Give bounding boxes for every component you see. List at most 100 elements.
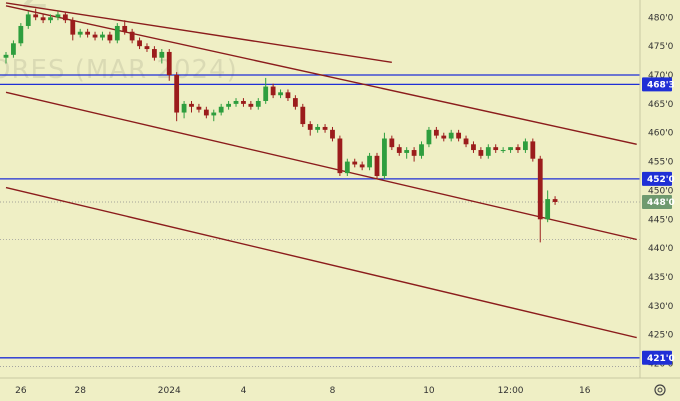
candle-body-61: [456, 132, 462, 139]
trendline-0: [5, 2, 392, 64]
candle-body-13: [100, 34, 105, 38]
price-badge-3: [642, 350, 672, 365]
x-tick-label-4: 8: [330, 386, 336, 396]
y-tick-label-5: 455'0: [648, 158, 674, 168]
candle-body-74: [552, 199, 558, 202]
y-tick-label-0: 480'0: [648, 13, 674, 23]
trendlines: [5, 2, 637, 339]
candle-body-6: [48, 17, 53, 21]
candle-body-27: [203, 109, 209, 116]
trendline-1: [5, 5, 637, 145]
candle-body-45: [337, 138, 343, 174]
candle-body-57: [426, 129, 432, 145]
candle-body-43: [322, 126, 328, 130]
candle-body-33: [248, 103, 254, 107]
candle-body-60: [448, 132, 454, 139]
watermark-line2: ORES (MAR 2024): [0, 55, 238, 85]
x-axis: 26 28 2024 4 8 10 12:00 16: [0, 377, 680, 396]
candle-body-23: [174, 75, 180, 113]
y-tick-label-7: 445'0: [648, 215, 674, 225]
candle-body-47: [352, 161, 358, 165]
candle-body-5: [40, 17, 46, 21]
candle-body-51: [382, 138, 387, 177]
candle-body-24: [181, 103, 187, 113]
candle-body-56: [419, 144, 424, 156]
candle-body-42: [315, 126, 321, 130]
candle-body-2: [18, 25, 24, 44]
candle-body-70: [523, 141, 528, 151]
candle-body-12: [92, 34, 98, 38]
settings-gear-icon[interactable]: [654, 384, 666, 396]
y-tick-label-4: 460'0: [648, 129, 674, 139]
candle-body-64: [478, 150, 484, 156]
trendline-2: [5, 91, 637, 241]
candle-body-65: [485, 147, 491, 156]
x-tick-label-3: 4: [241, 386, 247, 396]
candle-body-3: [25, 14, 31, 26]
candle-body-66: [493, 147, 499, 151]
price-badge-text-2: 452'0: [647, 175, 675, 185]
y-tick-label-2: 470'0: [648, 71, 674, 81]
y-axis: 480'0 475'0 470'0 465'0 460'0 455'0 450'0 445'0…: [639, 0, 680, 378]
candle-body-28: [211, 112, 217, 116]
candle-body-37: [278, 92, 283, 96]
x-tick-label-1: 28: [74, 386, 86, 396]
candle-body-35: [263, 86, 269, 101]
y-axis-background: [640, 0, 680, 378]
candle-body-8: [62, 14, 68, 21]
candle-body-38: [285, 92, 291, 99]
candle-body-1: [11, 43, 16, 55]
y-tick-label-1: 475'0: [648, 42, 674, 52]
last-price-badge: [642, 194, 672, 209]
candle-body-72: [537, 158, 543, 220]
x-tick-label-7: 16: [579, 386, 591, 396]
candle-body-69: [515, 147, 521, 151]
candle-body-11: [85, 31, 91, 35]
candle-body-39: [292, 98, 298, 107]
candle-body-71: [530, 141, 536, 159]
candle-body-29: [218, 106, 224, 113]
candle-body-52: [389, 138, 395, 148]
candle-body-73: [545, 199, 551, 220]
candle-body-48: [359, 164, 365, 168]
candle-body-49: [367, 155, 372, 168]
candle-body-59: [441, 135, 447, 139]
candle-body-16: [122, 25, 128, 32]
candle-body-36: [270, 86, 276, 96]
candle-body-20: [152, 49, 157, 58]
candle-body-58: [433, 129, 439, 136]
x-tick-label-2: 2024: [158, 386, 181, 396]
candles: [3, 8, 558, 243]
candle-body-10: [77, 31, 83, 35]
candle-body-41: [307, 124, 313, 130]
candle-body-0: [3, 54, 9, 58]
x-tick-label-0: 26: [15, 386, 27, 396]
trendline-3: [5, 186, 637, 339]
candle-body-31: [233, 100, 239, 104]
candle-body-30: [226, 103, 231, 107]
y-tick-label-8: 440'0: [648, 244, 674, 254]
candle-body-22: [166, 51, 172, 76]
candle-body-63: [471, 144, 476, 151]
candle-body-40: [300, 106, 306, 125]
candle-body-19: [144, 46, 150, 50]
candle-body-9: [70, 20, 76, 35]
x-tick-label-6: 12:00: [498, 386, 524, 396]
candle-body-46: [344, 161, 350, 174]
candle-body-54: [404, 150, 410, 153]
candle-body-50: [374, 155, 380, 177]
price-badge-0: [642, 77, 672, 92]
candle-body-25: [189, 103, 194, 107]
candle-body-44: [330, 129, 335, 139]
price-badge-text-3: 421'0: [647, 354, 675, 364]
candle-body-26: [196, 106, 202, 110]
candle-body-62: [463, 138, 469, 145]
candle-body-53: [396, 147, 402, 153]
candle-body-67: [500, 150, 506, 152]
y-tick-label-6: 450'0: [648, 186, 674, 196]
candle-body-55: [411, 150, 417, 156]
price-badges: 468'3 452'0 421'0 448'0: [642, 77, 675, 365]
y-tick-label-9: 435'0: [648, 273, 674, 283]
